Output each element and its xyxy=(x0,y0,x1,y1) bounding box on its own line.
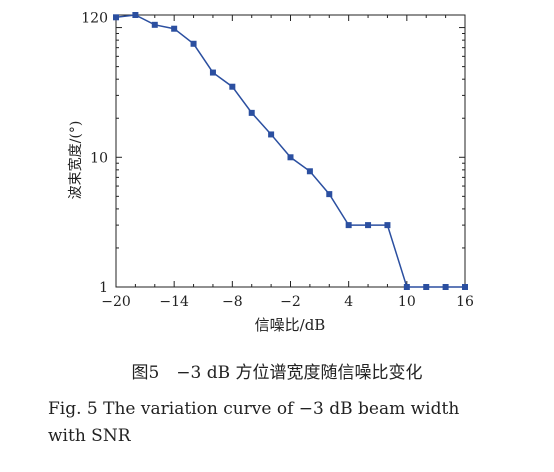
x-tick-label: −14 xyxy=(159,294,189,310)
data-point xyxy=(423,284,430,290)
x-tick-label: −2 xyxy=(280,294,301,310)
data-point xyxy=(171,25,178,32)
x-tick-label: 16 xyxy=(456,294,474,310)
y-tick-label: 10 xyxy=(90,150,108,166)
data-point xyxy=(442,284,449,290)
data-point xyxy=(462,284,468,290)
figure-caption-chinese: 图5 −3 dB 方位谱宽度随信噪比变化 xyxy=(131,363,423,383)
data-point xyxy=(268,131,275,138)
x-tick-label: −20 xyxy=(101,294,131,310)
axis-ticks xyxy=(115,15,466,288)
x-axis-label: 信噪比/dB xyxy=(255,316,326,334)
figure-caption-english: Fig. 5 The variation curve of −3 dB beam… xyxy=(48,396,518,450)
beamwidth-chart: −20 −14 −8 −2 4 10 16 1 10 120 信噪比/dB 波束宽度/(°) xyxy=(67,10,474,334)
y-axis-label: 波束宽度/(°) xyxy=(67,121,84,200)
caption-english-line-1: Fig. 5 The variation curve of −3 dB beam… xyxy=(48,399,460,419)
x-tick-labels: −20 −14 −8 −2 4 10 16 xyxy=(101,294,474,310)
series-line xyxy=(115,14,465,288)
data-point xyxy=(209,69,216,76)
data-point xyxy=(190,40,197,47)
plot-frame xyxy=(115,14,466,288)
x-tick-label: −8 xyxy=(222,294,243,310)
y-tick-label: 120 xyxy=(81,10,108,26)
data-point xyxy=(326,191,333,198)
caption-english-line-2: with SNR xyxy=(48,426,131,446)
y-tick-labels: 1 10 120 xyxy=(81,10,108,296)
data-point xyxy=(287,154,294,161)
x-tick-label: 4 xyxy=(344,294,353,310)
data-point xyxy=(403,284,410,290)
data-point xyxy=(132,12,139,18)
x-tick-label: 10 xyxy=(398,294,416,310)
data-point xyxy=(151,21,158,28)
data-point xyxy=(306,168,313,175)
y-tick-label: 1 xyxy=(99,280,108,296)
series-layer xyxy=(113,12,468,290)
data-point xyxy=(365,222,372,229)
data-point xyxy=(384,222,391,229)
data-point xyxy=(248,109,255,116)
data-point xyxy=(229,83,236,90)
data-point xyxy=(113,14,119,21)
data-point xyxy=(345,222,352,229)
